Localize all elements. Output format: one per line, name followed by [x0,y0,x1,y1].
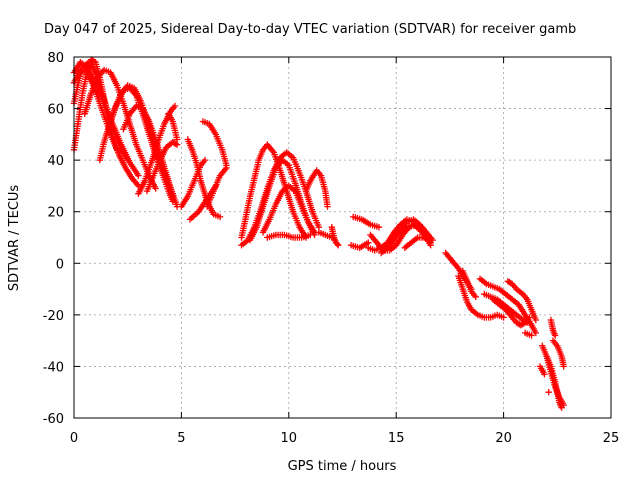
data-point-marker [152,185,159,192]
data-point-marker [541,371,548,378]
data-track [543,352,567,409]
data-track [489,296,533,329]
data-point-marker [307,231,314,239]
data-track [259,182,318,236]
data-point-marker [201,156,209,164]
x-tick-label: 25 [603,431,620,446]
data-point-marker [560,363,567,370]
data-track [70,59,142,179]
data-point-marker [212,182,219,190]
y-tick-label: -60 [43,412,64,427]
grid [74,57,611,418]
data-track [199,118,230,169]
data-point-marker [171,102,179,110]
x-tick-label: 20 [495,431,512,446]
data-track [545,389,552,396]
data-track [350,213,383,231]
data-point-marker [169,193,176,200]
data-point-marker [324,203,331,210]
data-track [547,316,559,339]
axis-ticks: 0 5 10 15 20 25 -60 -40 -20 0 20 40 60 80 [43,51,620,446]
y-tick-label: -20 [43,309,64,324]
y-tick-label: 60 [47,103,64,118]
data-track [120,102,176,200]
data-point-marker [216,213,224,221]
y-tick-label: 80 [47,51,64,66]
data-track [264,231,314,241]
data-point-marker [375,224,383,231]
data-point-marker [333,240,341,248]
data-point-marker [173,136,181,143]
data-track [455,273,507,321]
plot-frame [73,56,612,419]
data-track [328,224,342,249]
x-tick-label: 15 [388,431,405,446]
data-point-marker [427,239,434,246]
data-point-marker [472,293,479,300]
x-axis-label: GPS time / hours [288,459,397,474]
data-point-marker [528,332,535,339]
y-tick-label: 0 [56,257,64,272]
chart-title: Day 047 of 2025, Sidereal Day-to-day VTE… [44,22,576,37]
data-point-marker [500,314,507,321]
data-track [536,363,548,378]
x-tick-label: 0 [70,431,78,446]
data-point-marker [545,389,552,396]
data-point-marker [223,164,230,172]
data-point-marker [532,316,539,324]
data-point-marker [560,401,567,409]
data-track [186,182,219,223]
data-track [549,337,567,370]
data-series [70,56,567,411]
y-tick-label: 20 [47,206,64,221]
y-axis-label: SDTVAR / TECUs [7,185,22,292]
data-point-marker [526,314,533,321]
data-track [143,138,181,195]
data-point-marker [172,140,179,147]
data-point-marker [135,172,142,179]
data-track [238,141,310,241]
data-point-marker [552,332,559,339]
data-point-marker [532,329,539,337]
data-track [165,110,181,143]
y-tick-label: -40 [43,360,64,375]
data-point-marker [335,242,342,249]
data-track [347,239,372,251]
data-track [302,167,331,210]
y-tick-label: 40 [47,154,64,169]
data-track [504,278,539,324]
data-track [401,234,434,251]
x-tick-label: 5 [177,431,185,446]
data-track [521,329,535,339]
x-tick-label: 10 [281,431,298,446]
data-track [459,267,479,300]
